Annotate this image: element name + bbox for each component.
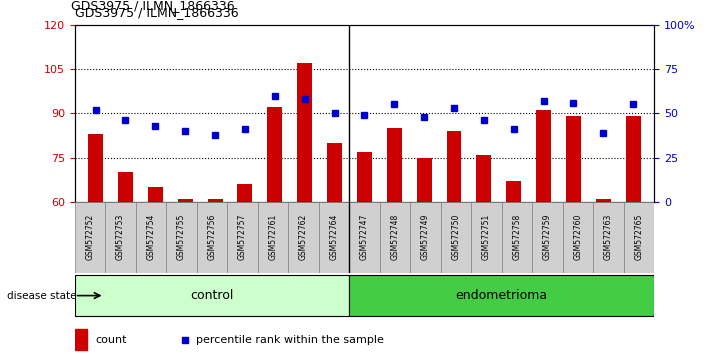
Text: GSM572760: GSM572760 (573, 214, 582, 261)
Text: count: count (95, 335, 127, 345)
FancyBboxPatch shape (562, 202, 593, 273)
FancyBboxPatch shape (136, 202, 166, 273)
FancyBboxPatch shape (319, 202, 349, 273)
FancyBboxPatch shape (227, 202, 257, 273)
Bar (75, 329, 87, 350)
Text: GSM572754: GSM572754 (146, 214, 156, 261)
Bar (88, 134, 103, 202)
Bar (626, 116, 641, 202)
Text: GSM572750: GSM572750 (451, 214, 461, 261)
FancyBboxPatch shape (380, 202, 410, 273)
Text: GDS3975 / ILMN_1866336: GDS3975 / ILMN_1866336 (75, 6, 238, 19)
Bar (476, 155, 491, 202)
Text: GSM572751: GSM572751 (482, 214, 491, 260)
Text: GSM572764: GSM572764 (329, 214, 338, 261)
Text: GSM572749: GSM572749 (421, 214, 430, 261)
FancyBboxPatch shape (257, 202, 288, 273)
Text: GSM572762: GSM572762 (299, 214, 308, 260)
Bar (536, 110, 551, 202)
FancyBboxPatch shape (105, 202, 136, 273)
Bar (327, 143, 342, 202)
Bar (208, 199, 223, 202)
Text: GSM572761: GSM572761 (268, 214, 277, 260)
Text: GSM572747: GSM572747 (360, 214, 369, 261)
Text: GSM572757: GSM572757 (238, 214, 247, 261)
FancyBboxPatch shape (624, 202, 654, 273)
Bar (447, 131, 461, 202)
Text: control: control (191, 289, 234, 302)
FancyBboxPatch shape (593, 202, 624, 273)
FancyBboxPatch shape (410, 202, 441, 273)
Bar (357, 152, 372, 202)
Text: GSM572755: GSM572755 (177, 214, 186, 261)
FancyBboxPatch shape (502, 202, 532, 273)
Text: percentile rank within the sample: percentile rank within the sample (196, 335, 384, 345)
Text: GSM572752: GSM572752 (85, 214, 95, 260)
FancyBboxPatch shape (532, 202, 562, 273)
FancyBboxPatch shape (166, 202, 197, 273)
Text: GSM572765: GSM572765 (634, 214, 643, 261)
Bar (237, 184, 252, 202)
Bar (387, 128, 402, 202)
Text: GSM572753: GSM572753 (116, 214, 125, 261)
Text: GSM572759: GSM572759 (543, 214, 552, 261)
Bar (118, 172, 133, 202)
Text: disease state: disease state (7, 291, 77, 301)
Text: endometrioma: endometrioma (456, 289, 547, 302)
FancyBboxPatch shape (349, 275, 654, 316)
Bar (148, 187, 163, 202)
FancyBboxPatch shape (75, 275, 349, 316)
FancyBboxPatch shape (471, 202, 502, 273)
Text: GSM572756: GSM572756 (208, 214, 216, 261)
Text: GSM572763: GSM572763 (604, 214, 613, 261)
Bar (178, 199, 193, 202)
Bar (297, 63, 312, 202)
Bar (417, 158, 432, 202)
FancyBboxPatch shape (288, 202, 319, 273)
FancyBboxPatch shape (349, 202, 380, 273)
FancyBboxPatch shape (441, 202, 471, 273)
FancyBboxPatch shape (75, 202, 105, 273)
Text: GSM572748: GSM572748 (390, 214, 400, 260)
Bar (596, 199, 611, 202)
Bar (566, 116, 581, 202)
Text: GDS3975 / ILMN_1866336: GDS3975 / ILMN_1866336 (71, 0, 235, 12)
Bar (267, 107, 282, 202)
FancyBboxPatch shape (197, 202, 227, 273)
Bar (506, 181, 521, 202)
Text: GSM572758: GSM572758 (513, 214, 521, 260)
